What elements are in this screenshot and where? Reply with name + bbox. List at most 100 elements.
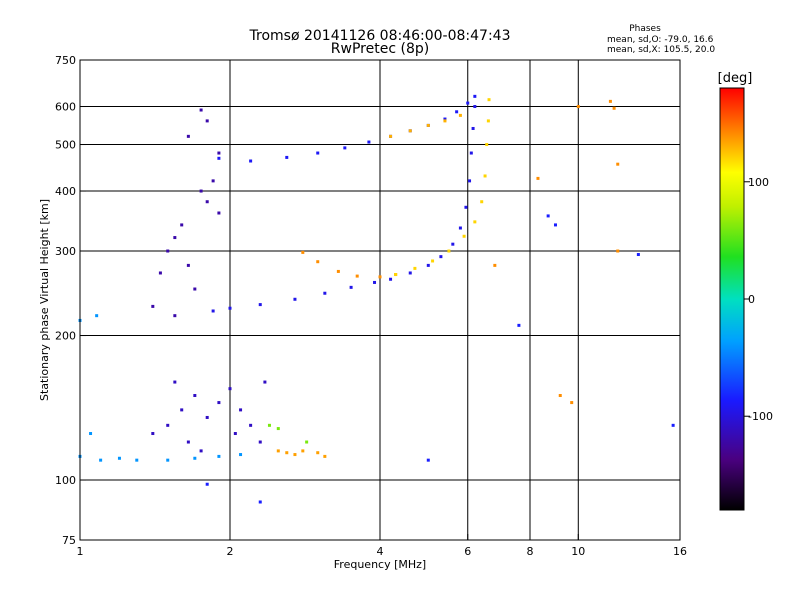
scatter-point [612, 106, 616, 110]
scatter-point [473, 94, 477, 98]
scatter-point [205, 119, 209, 123]
y-tick-label: 300 [55, 245, 76, 258]
scatter-point [608, 99, 612, 103]
scatter-point [426, 263, 430, 267]
scatter-point [458, 113, 462, 117]
scatter-point [485, 143, 489, 147]
scatter-point [267, 423, 271, 427]
x-axis-label: Frequency [MHz] [334, 558, 426, 571]
scatter-point [293, 453, 297, 457]
scatter-point [263, 380, 267, 384]
colorbar-tick-label: 100 [748, 176, 769, 189]
scatter-point [378, 275, 382, 279]
scatter-point [408, 129, 412, 133]
colorbar-tick-label: -100 [748, 410, 773, 423]
scatter-point [458, 226, 462, 230]
scatter-point [616, 249, 620, 253]
scatter-point [186, 134, 190, 138]
scatter-point [466, 101, 470, 105]
scatter-point [316, 260, 320, 264]
scatter-point [336, 269, 340, 273]
x-tick-label: 4 [377, 545, 384, 558]
stats-heading: Phases [629, 24, 661, 34]
scatter-point [343, 146, 347, 150]
scatter-point [285, 155, 289, 159]
scatter-point [636, 253, 640, 257]
scatter-point [151, 432, 155, 436]
scatter-point [180, 223, 184, 227]
x-tick-label: 8 [527, 545, 534, 558]
scatter-point [95, 314, 99, 318]
scatter-point [193, 287, 197, 291]
y-tick-label: 600 [55, 101, 76, 114]
scatter-point [193, 394, 197, 398]
scatter-point [258, 500, 262, 504]
scatter-point [431, 259, 435, 263]
scatter-point [199, 449, 203, 453]
scatter-point [553, 223, 557, 227]
scatter-point [473, 220, 477, 224]
y-tick-label: 100 [55, 474, 76, 487]
scatter-point [570, 401, 574, 405]
scatter-point [469, 151, 473, 155]
scatter-point [173, 380, 177, 384]
scatter-point [186, 440, 190, 444]
scatter-point [671, 423, 675, 427]
grid-lines [80, 60, 680, 540]
scatter-point [316, 451, 320, 455]
scatter-point [193, 456, 197, 460]
data-points [78, 94, 675, 504]
scatter-point [180, 408, 184, 412]
scatter-point [480, 200, 484, 204]
scatter-point [166, 249, 170, 253]
scatter-point [211, 309, 215, 313]
scatter-point [205, 482, 209, 486]
scatter-point [258, 440, 262, 444]
scatter-point [487, 98, 491, 102]
scatter-point [199, 189, 203, 193]
scatter-point [426, 458, 430, 462]
x-axis: 1 2 4 6 8 10 16 [77, 534, 687, 558]
scatter-point [413, 266, 417, 270]
x-tick-label: 2 [227, 545, 234, 558]
scatter-point [199, 108, 203, 112]
scatter-point [493, 263, 497, 267]
colorbar-label: [deg] [718, 71, 753, 86]
scatter-point [443, 119, 447, 123]
scatter-point [217, 401, 221, 405]
scatter-point [451, 242, 455, 246]
scatter-point [249, 423, 253, 427]
x-tick-label: 10 [571, 545, 585, 558]
chart-title: Tromsø 20141126 08:46:00-08:47:43 [249, 28, 511, 44]
scatter-point [239, 408, 243, 412]
scatter-point [471, 126, 475, 130]
scatter-point [483, 174, 487, 178]
scatter-point [389, 277, 393, 281]
scatter-point [249, 159, 253, 163]
scatter-point [616, 162, 620, 166]
scatter-point [301, 250, 305, 254]
scatter-point [408, 271, 412, 275]
chart-subtitle: RwPretec (8p) [331, 41, 429, 57]
scatter-point [447, 249, 451, 253]
scatter-point [233, 432, 237, 436]
scatter-point [468, 179, 472, 183]
scatter-point [349, 285, 353, 289]
scatter-point [546, 214, 550, 218]
scatter-point [558, 394, 562, 398]
scatter-point [186, 263, 190, 267]
colorbar [719, 87, 745, 511]
scatter-point [367, 140, 371, 144]
scatter-point [285, 451, 289, 455]
scatter-point [89, 432, 93, 436]
stats-line-x: mean, sd,X: 105.5, 20.0 [607, 45, 715, 55]
scatter-point [276, 427, 280, 431]
scatter-point [473, 105, 477, 109]
scatter-point [355, 274, 359, 278]
x-tick-label: 6 [464, 545, 471, 558]
scatter-point [205, 415, 209, 419]
scatter-point [117, 456, 121, 460]
scatter-point [462, 234, 466, 238]
scatter-point [323, 454, 327, 458]
